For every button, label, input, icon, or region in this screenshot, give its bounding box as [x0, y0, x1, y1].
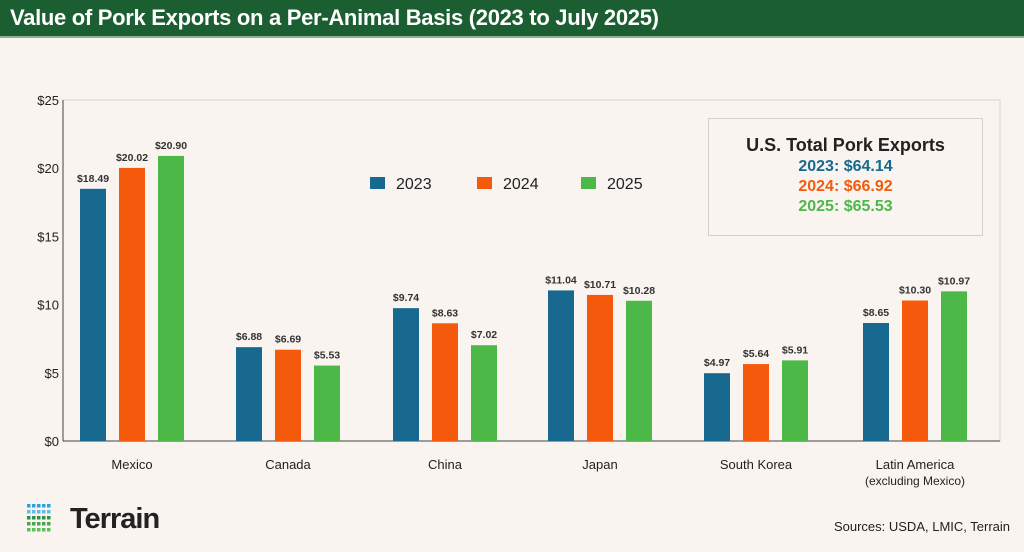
x-tick-sublabel: (excluding Mexico)	[865, 474, 965, 488]
bar-2024	[902, 300, 928, 441]
bar-2023	[80, 188, 106, 441]
bar-2024	[587, 294, 613, 441]
y-tick-label: $20	[37, 161, 59, 176]
bar-2024	[743, 364, 769, 441]
chart-title: Value of Pork Exports on a Per-Animal Ba…	[10, 5, 659, 30]
legend-label: 2024	[503, 176, 539, 193]
data-label: $5.53	[314, 350, 340, 362]
bar-2023	[393, 308, 419, 441]
data-label: $5.91	[782, 344, 808, 356]
bar-2025	[782, 360, 808, 441]
bar-2024	[432, 323, 458, 441]
legend-swatch-2025	[581, 177, 596, 189]
data-label: $4.97	[704, 357, 730, 369]
bar-2023	[704, 373, 730, 441]
y-tick-label: $5	[45, 366, 59, 381]
legend-label: 2023	[396, 176, 432, 193]
legend-swatch-2023	[370, 177, 385, 189]
data-label: $20.90	[155, 140, 187, 152]
y-tick-label: $10	[37, 298, 59, 313]
bar-2025	[158, 155, 184, 441]
data-label: $10.71	[584, 279, 616, 291]
total-2023: 2023: $64.14	[798, 158, 893, 175]
y-tick-label: $15	[37, 229, 59, 244]
data-label: $7.02	[471, 329, 497, 341]
y-tick-label: $25	[37, 93, 59, 108]
info-box-title: U.S. Total Pork Exports	[746, 135, 945, 155]
x-tick-label: Latin America	[876, 457, 956, 472]
data-label: $20.02	[116, 152, 148, 164]
data-label: $11.04	[545, 274, 577, 286]
bar-2025	[941, 291, 967, 441]
data-label: $10.97	[938, 275, 970, 287]
bar-2024	[119, 167, 145, 442]
bar-2025	[471, 345, 497, 441]
x-tick-label: South Korea	[720, 457, 793, 472]
data-label: $8.63	[432, 307, 458, 319]
bar-2025	[626, 300, 652, 441]
total-exports-box: U.S. Total Pork Exports 2023: $64.14 202…	[708, 118, 983, 236]
data-label: $18.49	[77, 173, 109, 185]
data-label: $10.28	[623, 285, 655, 297]
total-2024: 2024: $66.92	[798, 178, 893, 195]
x-tick-label: Japan	[582, 457, 617, 472]
data-label: $8.65	[863, 307, 889, 319]
legend-label: 2025	[607, 176, 643, 193]
legend-swatch-2024	[477, 177, 492, 189]
bar-2023	[548, 290, 574, 441]
data-label: $10.30	[899, 285, 931, 297]
sources-note: Sources: USDA, LMIC, Terrain	[833, 519, 1010, 534]
bar-2023	[863, 323, 889, 441]
total-2025: 2025: $65.53	[798, 198, 893, 215]
bar-2023	[236, 347, 262, 441]
header-bar: Value of Pork Exports on a Per-Animal Ba…	[0, 0, 1024, 38]
bar-2024	[275, 349, 301, 441]
x-tick-label: China	[428, 457, 463, 472]
x-tick-label: Mexico	[111, 457, 152, 472]
data-label: $6.69	[275, 334, 301, 346]
y-tick-label: $0	[45, 434, 59, 449]
logo-text: Terrain	[70, 503, 160, 535]
terrain-logo-icon	[27, 504, 51, 532]
data-label: $9.74	[393, 292, 419, 304]
x-tick-label: Canada	[265, 457, 311, 472]
data-label: $6.88	[236, 331, 262, 343]
data-label: $5.64	[743, 348, 769, 360]
bar-2025	[314, 365, 340, 441]
